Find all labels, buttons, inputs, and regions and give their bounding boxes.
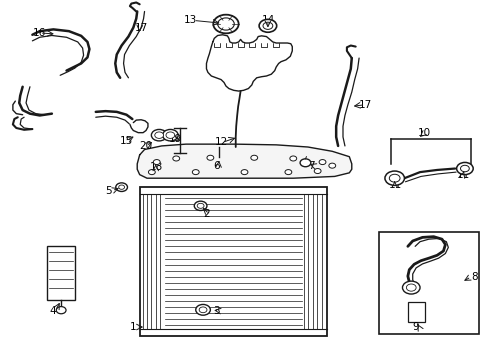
Circle shape (199, 307, 206, 313)
Text: 4: 4 (49, 306, 56, 316)
Text: 12: 12 (215, 138, 228, 147)
Circle shape (328, 163, 335, 168)
Text: 14: 14 (261, 15, 274, 26)
Circle shape (388, 174, 399, 182)
Circle shape (259, 19, 276, 32)
Circle shape (289, 156, 296, 161)
Text: 19: 19 (168, 134, 182, 144)
Circle shape (384, 171, 404, 185)
Text: 15: 15 (120, 136, 133, 145)
Circle shape (151, 130, 166, 141)
Circle shape (165, 132, 174, 138)
Bar (140, 187, 327, 336)
Circle shape (148, 170, 155, 175)
Circle shape (172, 156, 179, 161)
Circle shape (206, 155, 213, 160)
Circle shape (402, 281, 419, 294)
Circle shape (155, 132, 163, 138)
Circle shape (456, 162, 472, 175)
Circle shape (263, 22, 272, 30)
Text: 20: 20 (140, 141, 152, 151)
Text: 17: 17 (135, 23, 148, 33)
Text: 5: 5 (105, 186, 112, 196)
Circle shape (241, 170, 247, 175)
Polygon shape (206, 35, 292, 91)
Text: 17: 17 (358, 100, 371, 110)
Circle shape (319, 159, 325, 165)
Circle shape (192, 170, 199, 175)
Text: 18: 18 (149, 162, 163, 172)
Bar (378, 232, 478, 334)
Text: 2: 2 (203, 209, 209, 219)
Circle shape (153, 159, 160, 165)
Circle shape (250, 155, 257, 160)
Text: 16: 16 (32, 28, 45, 38)
Circle shape (197, 203, 203, 208)
Circle shape (213, 15, 238, 33)
Text: 11: 11 (387, 180, 401, 190)
Circle shape (406, 284, 415, 291)
Circle shape (116, 183, 127, 192)
Text: 1: 1 (130, 322, 136, 332)
Text: 11: 11 (456, 170, 469, 180)
Polygon shape (130, 120, 148, 133)
Circle shape (194, 201, 206, 211)
Text: 6: 6 (212, 161, 219, 171)
Circle shape (119, 185, 124, 189)
Text: 13: 13 (183, 15, 196, 26)
Circle shape (195, 305, 210, 315)
Circle shape (300, 159, 310, 167)
Polygon shape (137, 144, 351, 178)
Bar (47, 246, 75, 300)
Circle shape (162, 130, 178, 141)
Circle shape (56, 307, 66, 314)
Circle shape (460, 165, 468, 172)
Text: 8: 8 (470, 272, 477, 282)
Bar (407, 302, 424, 321)
Circle shape (217, 18, 234, 30)
Text: 9: 9 (412, 322, 419, 332)
Text: 7: 7 (307, 161, 314, 171)
Circle shape (285, 170, 291, 175)
Text: 3: 3 (212, 306, 219, 316)
Circle shape (314, 168, 321, 174)
Text: 10: 10 (417, 129, 430, 138)
